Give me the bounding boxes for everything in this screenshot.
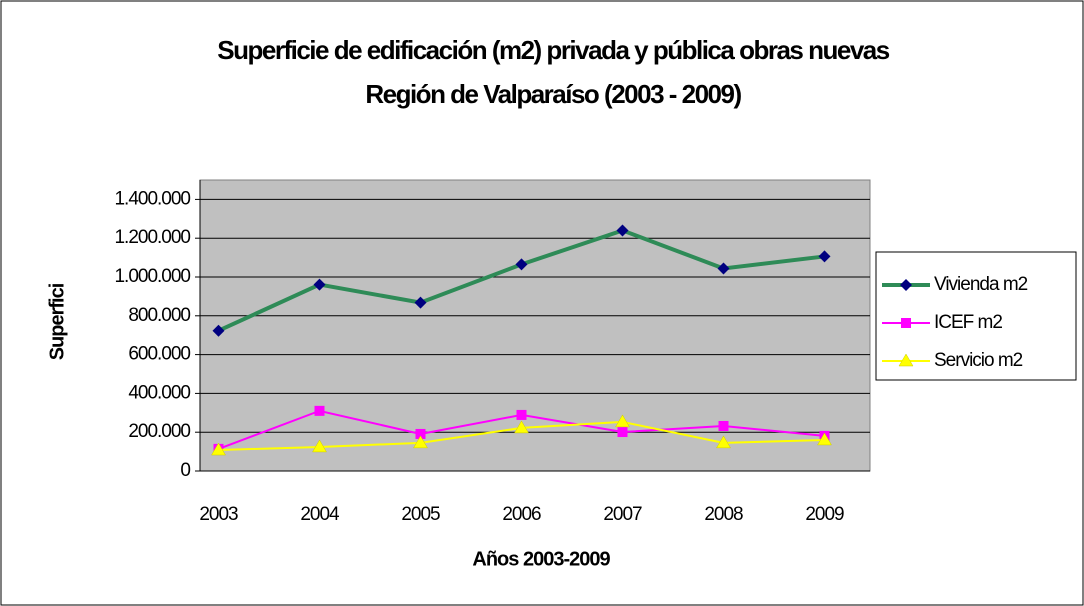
x-tick-label: 2009 bbox=[805, 504, 844, 525]
y-tick-label: 200.000 bbox=[128, 421, 190, 442]
legend-label: Vivienda m2 bbox=[934, 274, 1028, 295]
y-tick-label: 0 bbox=[180, 460, 190, 481]
y-tick-label: 1.400.000 bbox=[114, 188, 190, 209]
data-point bbox=[211, 442, 226, 456]
data-point bbox=[717, 262, 730, 275]
y-axis-label: Superfici bbox=[46, 283, 68, 360]
plot-area bbox=[199, 179, 871, 472]
data-point bbox=[615, 414, 630, 428]
chart-subtitle: Región de Valparaíso (2003 - 2009) bbox=[365, 79, 741, 109]
legend-label: ICEF m2 bbox=[934, 312, 1002, 333]
legend-marker bbox=[900, 279, 912, 291]
x-tick-label: 2007 bbox=[603, 504, 642, 525]
data-point bbox=[313, 278, 326, 291]
y-tick-label: 400.000 bbox=[128, 382, 190, 403]
legend-marker bbox=[901, 318, 911, 328]
y-tick-label: 800.000 bbox=[128, 305, 190, 326]
data-point bbox=[515, 258, 528, 271]
data-point bbox=[312, 439, 327, 453]
data-point bbox=[617, 427, 628, 438]
data-point bbox=[212, 324, 225, 337]
legend-label: Servicio m2 bbox=[934, 350, 1023, 371]
x-tick-label: 2008 bbox=[704, 504, 743, 525]
data-point bbox=[516, 409, 527, 420]
x-tick-label: 2004 bbox=[300, 504, 340, 525]
data-point bbox=[413, 435, 428, 449]
x-tick-label: 2003 bbox=[199, 504, 238, 525]
data-point bbox=[415, 428, 426, 439]
data-point bbox=[414, 296, 427, 309]
data-point bbox=[716, 435, 731, 449]
data-point bbox=[514, 420, 529, 434]
x-tick-label: 2005 bbox=[401, 504, 440, 525]
data-point bbox=[818, 250, 831, 263]
x-axis-label: Años 2003-2009 bbox=[472, 548, 610, 570]
data-point bbox=[817, 432, 832, 446]
legend-marker bbox=[898, 353, 914, 367]
data-point bbox=[314, 405, 325, 416]
data-point bbox=[718, 420, 729, 431]
chart-title: Superficie de edificación (m2) privada y… bbox=[217, 35, 889, 65]
y-tick-label: 1.000.000 bbox=[114, 266, 190, 287]
y-tick-label: 1.200.000 bbox=[114, 227, 190, 248]
legend bbox=[875, 251, 1077, 381]
data-point bbox=[616, 224, 629, 237]
x-tick-label: 2006 bbox=[502, 504, 541, 525]
y-tick-label: 600.000 bbox=[128, 344, 190, 365]
